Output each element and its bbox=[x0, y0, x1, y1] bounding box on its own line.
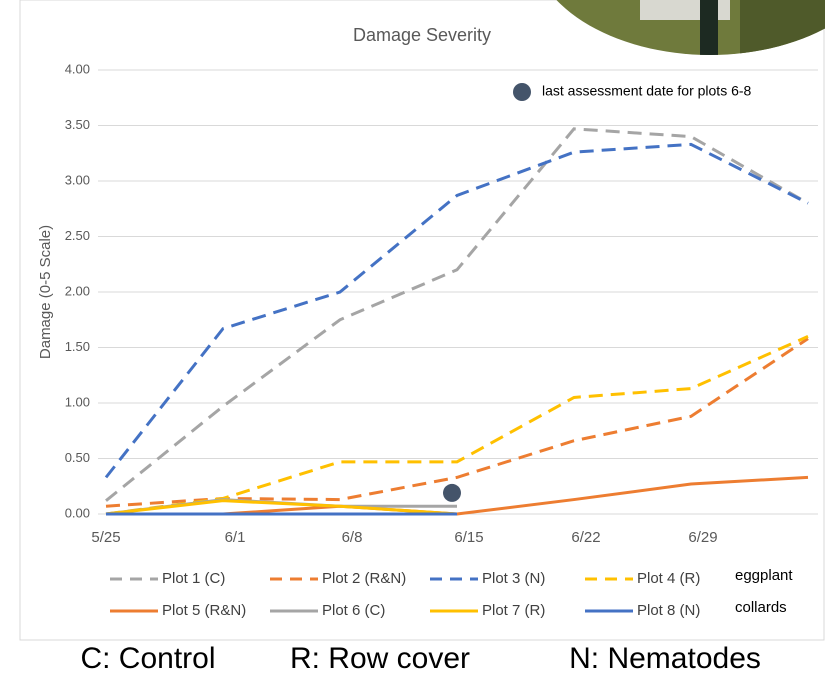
legend-label: Plot 8 (N) bbox=[637, 602, 700, 619]
footer-text: R: Row cover bbox=[290, 642, 470, 673]
annotation-key bbox=[513, 83, 531, 101]
y-tick-label: 1.00 bbox=[65, 394, 90, 409]
x-tick-label: 6/1 bbox=[225, 529, 246, 546]
legend-label: Plot 3 (N) bbox=[482, 570, 545, 587]
legend-label: Plot 5 (R&N) bbox=[162, 602, 246, 619]
legend-label: Plot 6 (C) bbox=[322, 602, 385, 619]
y-tick-label: 2.50 bbox=[65, 228, 90, 243]
x-tick-label: 6/15 bbox=[454, 529, 483, 546]
y-tick-label: 1.50 bbox=[65, 339, 90, 354]
y-axis-label: Damage (0-5 Scale) bbox=[37, 225, 54, 359]
x-tick-label: 6/22 bbox=[571, 529, 600, 546]
y-tick-label: 0.00 bbox=[65, 505, 90, 520]
y-tick-label: 3.50 bbox=[65, 117, 90, 132]
footer-text: C: Control bbox=[80, 642, 215, 673]
x-tick-label: 6/29 bbox=[688, 529, 717, 546]
annotation-marker bbox=[443, 484, 461, 502]
chart: Damage Severity Damage (0-5 Scale) last … bbox=[0, 0, 825, 673]
x-tick-label: 6/8 bbox=[342, 529, 363, 546]
legend-group: eggplant bbox=[735, 567, 793, 584]
chart-title: Damage Severity bbox=[353, 25, 491, 45]
legend-label: Plot 4 (R) bbox=[637, 570, 700, 587]
y-tick-label: 0.50 bbox=[65, 450, 90, 465]
legend-label: Plot 7 (R) bbox=[482, 602, 545, 619]
legend-label: Plot 2 (R&N) bbox=[322, 570, 406, 587]
footer-text: N: Nematodes bbox=[569, 642, 761, 673]
legend-label: Plot 1 (C) bbox=[162, 570, 225, 587]
legend-group: collards bbox=[735, 599, 787, 616]
y-tick-label: 3.00 bbox=[65, 172, 90, 187]
y-tick-label: 2.00 bbox=[65, 283, 90, 298]
y-tick-label: 4.00 bbox=[65, 61, 90, 76]
annotation-text: last assessment date for plots 6-8 bbox=[542, 83, 752, 99]
x-tick-label: 5/25 bbox=[91, 529, 120, 546]
